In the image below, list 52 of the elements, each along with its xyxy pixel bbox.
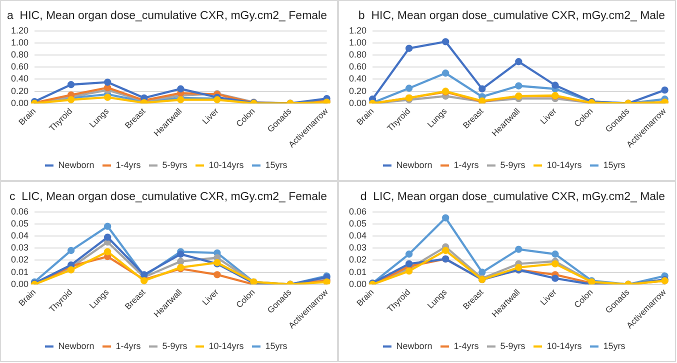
- legend-label: Newborn: [58, 340, 94, 351]
- y-tick-label: 0.06: [348, 206, 367, 216]
- legend-label: 15yrs: [265, 160, 288, 170]
- y-tick-label: 0.20: [348, 86, 367, 96]
- y-tick-label: 1.00: [348, 37, 367, 48]
- y-tick-label: 0.03: [348, 242, 367, 253]
- y-tick-label: 1.20: [348, 25, 367, 36]
- y-tick-label: 0.03: [10, 242, 29, 253]
- legend-label: 15yrs: [603, 340, 626, 351]
- y-tick-label: 0.02: [348, 254, 367, 265]
- legend-label: 10-14yrs: [208, 160, 244, 170]
- legend-label: 5-9yrs: [162, 340, 188, 351]
- y-tick-label: 0.05: [10, 218, 29, 228]
- y-tick-label: 0.20: [10, 86, 29, 96]
- y-tick-label: 0.80: [348, 49, 367, 60]
- y-tick-label: 0.00: [10, 98, 29, 108]
- y-tick-label: 0.00: [348, 278, 367, 289]
- y-tick-label: 0.40: [348, 74, 367, 84]
- legend-label: 15yrs: [265, 340, 288, 351]
- y-tick-label: 0.04: [348, 230, 367, 240]
- y-tick-label: 0.00: [10, 278, 29, 289]
- y-tick-label: 0.01: [348, 266, 367, 277]
- y-tick-label: 1.00: [10, 37, 29, 48]
- legend-label: 5-9yrs: [162, 160, 188, 170]
- y-tick-label: 0.01: [10, 266, 29, 277]
- y-tick-label: 0.05: [348, 218, 367, 228]
- chart-title: b HIC, Mean organ dose_cumulative CXR, mGy.cm2_ Male: [358, 10, 665, 22]
- y-tick-label: 0.06: [10, 206, 29, 216]
- y-tick-label: 1.20: [10, 25, 29, 36]
- legend-label: Newborn: [396, 340, 432, 351]
- legend-label: 1-4yrs: [454, 160, 480, 170]
- legend-label: Newborn: [58, 160, 94, 170]
- y-tick-label: 0.40: [10, 74, 29, 84]
- y-tick-label: 0.80: [10, 49, 29, 60]
- legend-label: Newborn: [396, 160, 432, 170]
- chart-title: c LIC, Mean organ dose_cumulative CXR, mGy.cm2_ Female: [10, 191, 327, 204]
- legend-label: 10-14yrs: [546, 160, 582, 170]
- legend-label: 10-14yrs: [546, 340, 582, 351]
- chart-title: a HIC, Mean organ dose_cumulative CXR, mGy.cm2_ Female: [7, 10, 327, 22]
- legend-label: 5-9yrs: [500, 340, 526, 351]
- chart-title: d LIC, Mean organ dose_cumulative CXR, mGy.cm2_ Male: [360, 191, 665, 204]
- y-tick-label: 0.60: [10, 62, 29, 72]
- y-tick-label: 0.04: [10, 230, 29, 240]
- legend-label: 5-9yrs: [500, 160, 526, 170]
- legend-label: 1-4yrs: [116, 340, 142, 351]
- y-tick-label: 0.02: [10, 254, 29, 265]
- y-tick-label: 0.00: [348, 98, 367, 108]
- legend-label: 1-4yrs: [454, 340, 480, 351]
- legend-label: 1-4yrs: [116, 160, 142, 170]
- legend-label: 15yrs: [603, 160, 626, 170]
- legend-label: 10-14yrs: [208, 340, 244, 351]
- y-tick-label: 0.60: [348, 62, 367, 72]
